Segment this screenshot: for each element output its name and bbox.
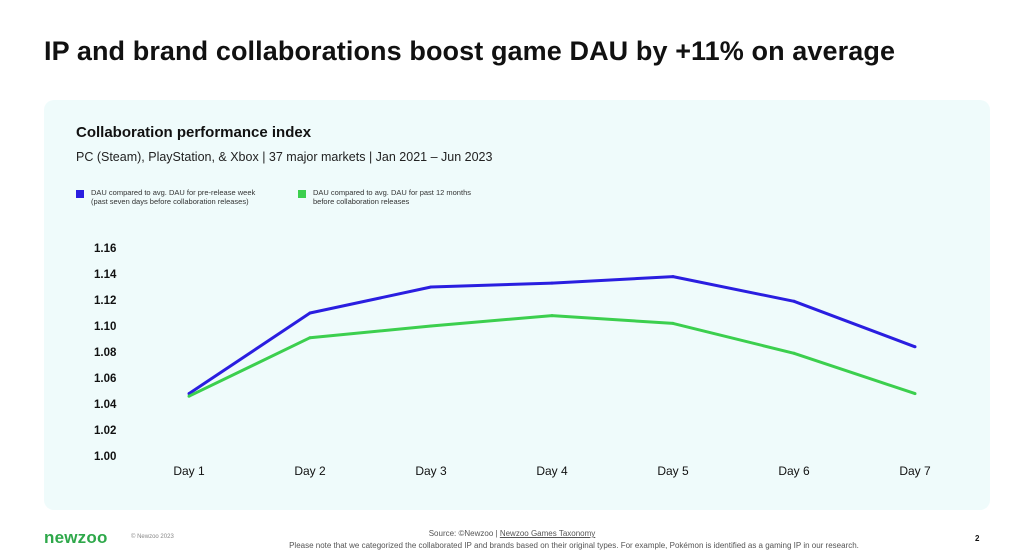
footnote: Please note that we categorized the coll…	[289, 541, 859, 550]
data-point-series-1	[792, 299, 796, 303]
page-number: 2	[975, 534, 980, 543]
chart-title: Collaboration performance index	[76, 124, 312, 141]
legend-label: DAU compared to avg. DAU for past 12 mon…	[313, 188, 471, 206]
y-tick-label: 1.08	[94, 347, 117, 359]
y-tick-label: 1.14	[94, 269, 117, 281]
series-line-2	[188, 314, 916, 398]
x-tick-label: Day 4	[536, 464, 568, 478]
source-prefix: Source: ©Newzoo |	[428, 529, 500, 538]
x-tick-label: Day 3	[415, 464, 447, 478]
x-tick-label: Day 1	[173, 464, 205, 478]
legend-label: DAU compared to avg. DAU for pre-release…	[91, 188, 256, 206]
data-point-series-2	[187, 394, 191, 398]
newzoo-logo: newzoo	[44, 528, 108, 547]
data-point-series-1	[671, 275, 675, 279]
data-point-series-2	[308, 336, 312, 340]
y-tick-label: 1.04	[94, 399, 117, 411]
x-tick-label: Day 5	[657, 464, 689, 478]
legend-swatch-blue	[76, 190, 84, 198]
data-point-series-1	[913, 345, 917, 349]
chart-subtitle: PC (Steam), PlayStation, & Xbox | 37 maj…	[76, 150, 493, 164]
y-tick-label: 1.10	[94, 321, 116, 333]
legend-item-12-months: DAU compared to avg. DAU for past 12 mon…	[298, 188, 543, 206]
y-tick-label: 1.06	[94, 373, 116, 385]
data-point-series-1	[550, 281, 554, 285]
data-point-series-2	[429, 324, 433, 328]
y-tick-label: 1.12	[94, 295, 116, 307]
copyright: © Newzoo 2023	[131, 534, 174, 540]
taxonomy-link[interactable]: Newzoo Games Taxonomy	[499, 529, 596, 538]
y-tick-label: 1.02	[94, 425, 116, 437]
data-point-series-2	[671, 321, 675, 325]
y-tick-label: 1.00	[94, 451, 116, 463]
data-point-series-1	[308, 311, 312, 315]
series-line-1	[188, 275, 916, 395]
data-point-series-1	[429, 285, 433, 289]
x-tick-label: Day 7	[899, 464, 931, 478]
legend: DAU compared to avg. DAU for pre-release…	[76, 188, 976, 212]
data-point-series-2	[792, 351, 796, 355]
source-line: Source: ©Newzoo | Newzoo Games Taxonomy	[0, 529, 1024, 538]
y-tick-label: 1.16	[94, 243, 116, 255]
chart-panel: Collaboration performance index PC (Stea…	[44, 100, 990, 510]
legend-swatch-green	[298, 190, 306, 198]
data-point-series-2	[550, 314, 554, 318]
legend-item-pre-release: DAU compared to avg. DAU for pre-release…	[76, 188, 321, 206]
data-point-series-2	[913, 392, 917, 396]
x-tick-label: Day 2	[294, 464, 326, 478]
headline: IP and brand collaborations boost game D…	[44, 36, 896, 66]
x-tick-label: Day 6	[778, 464, 810, 478]
line-chart: 1.16 1.14 1.12 1.10 1.08 1.06 1.04 1.02 1.00 Day …	[94, 243, 931, 478]
